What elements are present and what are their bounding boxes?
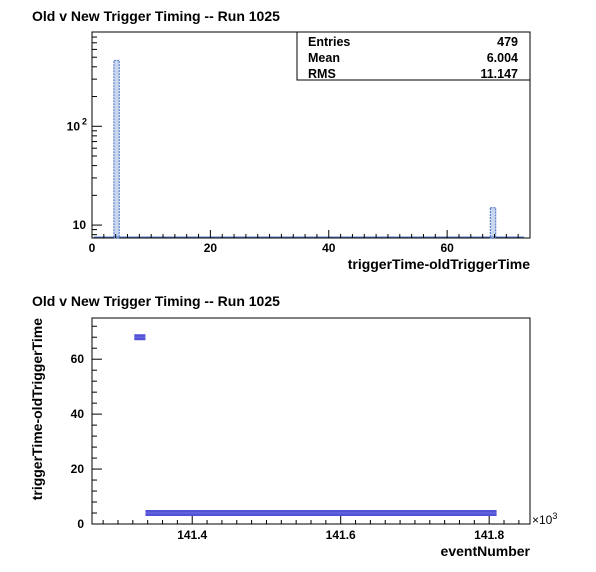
- x-multiplier-base: ×10: [532, 513, 553, 527]
- scatter-x-axis-label: eventNumber: [441, 543, 531, 559]
- scatter-y-tick-label: 40: [71, 407, 85, 421]
- stats-label-entries: Entries: [308, 35, 350, 49]
- stats-value-mean: 6.004: [487, 51, 518, 65]
- histogram-x-axis-label: triggerTime-oldTriggerTime: [348, 256, 531, 272]
- histogram-bin-0: [113, 59, 120, 239]
- scatter-y-ticks: 0 20 40 60: [71, 325, 102, 531]
- stats-rows: Entries 479 Mean 6.004 RMS 11.147: [308, 35, 518, 81]
- histogram-bin-1: [489, 207, 497, 239]
- scatter-y-tick-label: 60: [71, 352, 85, 366]
- histogram-x-tick-label: 20: [204, 241, 218, 255]
- stats-value-rms: 11.147: [480, 67, 518, 81]
- scatter-x-tick-label: 141.6: [326, 528, 356, 542]
- histogram-y-tick-label: 10: [73, 218, 87, 232]
- scatter-band-1: [145, 510, 497, 517]
- scatter-x-tick-label: 141.4: [177, 528, 207, 542]
- scatter-band-0: [134, 334, 146, 341]
- scatter-points: [134, 334, 497, 517]
- scatter-y-tick-label: 0: [77, 517, 84, 531]
- scatter-frame: [91, 317, 531, 525]
- histogram-y-tick-exponent: 2: [82, 116, 87, 126]
- stats-box-frame: [296, 31, 531, 81]
- stats-label-mean: Mean: [308, 51, 340, 65]
- histogram-x-tick-label: 0: [89, 241, 96, 255]
- histogram-title: Old v New Trigger Timing -- Run 1025: [32, 8, 280, 24]
- stats-label-rms: RMS: [308, 67, 336, 81]
- scatter-y-axis-label: triggerTime-oldTriggerTime: [29, 318, 45, 501]
- scatter-x-tick-label: 141.8: [474, 528, 504, 542]
- histogram-x-ticks: 0 20 40 60: [89, 230, 519, 255]
- x-multiplier-exponent: 3: [552, 511, 557, 521]
- scatter-title: Old v New Trigger Timing -- Run 1025: [32, 293, 280, 309]
- scatter-x-multiplier: ×103: [532, 511, 557, 527]
- stats-box: Entries 479 Mean 6.004 RMS 11.147: [296, 31, 531, 81]
- histogram-x-tick-label: 60: [440, 241, 454, 255]
- stats-value-entries: 479: [497, 35, 518, 49]
- scatter-y-tick-label: 20: [71, 462, 85, 476]
- histogram-bins: [93, 59, 525, 239]
- histogram-y-tick-label: 10: [67, 119, 81, 133]
- histogram-x-tick-label: 40: [322, 241, 336, 255]
- scatter-x-ticks: 141.4 141.6 141.8: [102, 516, 520, 542]
